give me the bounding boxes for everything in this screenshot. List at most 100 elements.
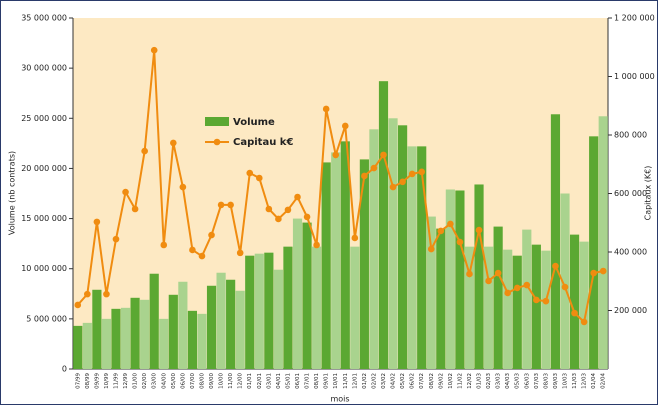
capital-marker xyxy=(303,213,311,221)
bar xyxy=(541,250,551,369)
x-tick-label: 05/00 xyxy=(171,373,177,389)
capital-marker xyxy=(275,215,282,223)
legend-swatch xyxy=(205,117,229,126)
x-tick-label: 04/00 xyxy=(161,373,167,389)
bar xyxy=(522,229,532,369)
bar xyxy=(455,190,465,369)
bar xyxy=(359,159,369,369)
bar xyxy=(579,241,589,369)
capital-marker xyxy=(475,226,483,234)
bar xyxy=(254,253,264,369)
capital-marker xyxy=(351,234,359,242)
y2-tick-label: 1 000 000 xyxy=(614,72,655,81)
y-tick-label: 5 000 000 xyxy=(26,314,67,323)
bar xyxy=(493,226,503,369)
x-tick-label: 11/99 xyxy=(113,373,119,389)
x-tick-label: 08/03 xyxy=(543,373,549,389)
y2-tick-label: 400 000 xyxy=(614,248,647,257)
x-tick-label: 04/03 xyxy=(505,373,511,389)
x-tick-label: 02/03 xyxy=(486,373,492,389)
bar xyxy=(331,152,341,369)
bar xyxy=(550,114,561,369)
capital-marker xyxy=(466,270,473,278)
capital-marker xyxy=(561,283,569,291)
y-tick-label: 30 000 000 xyxy=(21,64,67,73)
capital-marker xyxy=(380,151,387,159)
x-tick-label: 10/01 xyxy=(333,373,339,389)
bar xyxy=(321,162,331,369)
bar xyxy=(340,141,350,369)
bar xyxy=(483,246,494,369)
x-tick-label: 04/01 xyxy=(276,373,282,389)
bar xyxy=(235,290,245,369)
bar xyxy=(407,146,417,369)
capital-marker xyxy=(150,46,158,54)
x-tick-label: 05/03 xyxy=(515,373,521,389)
capital-marker xyxy=(208,231,215,239)
x-tick-label: 10/02 xyxy=(448,373,454,389)
capital-marker xyxy=(590,269,597,277)
x-tick-label: 02/00 xyxy=(142,373,148,389)
bar xyxy=(264,252,274,369)
bar xyxy=(168,294,178,369)
x-tick-label: 11/03 xyxy=(572,373,578,389)
capital-marker xyxy=(552,262,559,270)
capital-marker xyxy=(332,151,340,159)
x-tick-label: 07/03 xyxy=(534,373,540,389)
x-tick-label: 07/99 xyxy=(75,373,81,389)
bar xyxy=(245,255,255,369)
x-tick-label: 01/03 xyxy=(477,373,483,389)
x-tick-label: 03/02 xyxy=(381,373,387,389)
x-tick-label: 11/00 xyxy=(228,373,234,389)
bar xyxy=(464,246,475,369)
x-tick-label: 06/00 xyxy=(180,373,186,389)
capital-marker xyxy=(74,301,82,309)
capital-marker xyxy=(504,289,511,297)
x-tick-label: 03/03 xyxy=(496,373,502,389)
x-tick-label: 01/02 xyxy=(362,373,368,389)
capital-marker xyxy=(294,193,301,201)
y-tick-label: 20 000 000 xyxy=(21,164,67,173)
x-tick-label: 01/01 xyxy=(247,373,253,389)
x-tick-label: 01/00 xyxy=(133,373,139,389)
bar xyxy=(436,228,446,369)
bar xyxy=(378,81,389,370)
x-tick-label: 09/03 xyxy=(553,373,559,389)
capital-marker xyxy=(447,220,454,228)
capital-marker xyxy=(341,122,349,130)
capital-marker xyxy=(523,281,531,289)
x-tick-label: 09/00 xyxy=(209,373,215,389)
capital-marker xyxy=(485,277,492,285)
x-tick-label: 01/04 xyxy=(591,373,597,389)
bar xyxy=(283,246,293,369)
bar xyxy=(417,146,427,369)
capital-marker xyxy=(322,105,330,113)
capital-marker xyxy=(284,206,292,214)
y2-axis-label: Capitaux (K€) xyxy=(644,166,653,221)
bar xyxy=(350,246,360,369)
bar xyxy=(426,216,436,369)
y-tick-label: 25 000 000 xyxy=(21,114,67,123)
capital-marker xyxy=(265,205,273,213)
x-tick-label: 04/02 xyxy=(391,373,397,389)
y-tick-label: 0 xyxy=(62,365,67,374)
bar xyxy=(149,273,159,369)
capital-marker xyxy=(112,235,120,243)
capital-marker xyxy=(141,147,148,155)
bar xyxy=(73,325,83,369)
bar xyxy=(312,246,322,369)
bar xyxy=(388,118,398,370)
capital-marker xyxy=(255,174,263,182)
capital-marker xyxy=(131,205,139,213)
x-tick-label: 05/01 xyxy=(285,373,291,389)
x-tick-label: 06/03 xyxy=(524,373,530,389)
y-tick-label: 10 000 000 xyxy=(21,264,67,273)
capital-marker xyxy=(189,246,196,254)
capital-marker xyxy=(122,188,129,196)
bar xyxy=(512,255,522,369)
x-tick-label: 03/01 xyxy=(266,373,272,389)
y-axis-label: Volume (nb contrats) xyxy=(8,151,17,235)
x-tick-label: 11/02 xyxy=(457,373,463,389)
capital-marker xyxy=(580,318,588,326)
